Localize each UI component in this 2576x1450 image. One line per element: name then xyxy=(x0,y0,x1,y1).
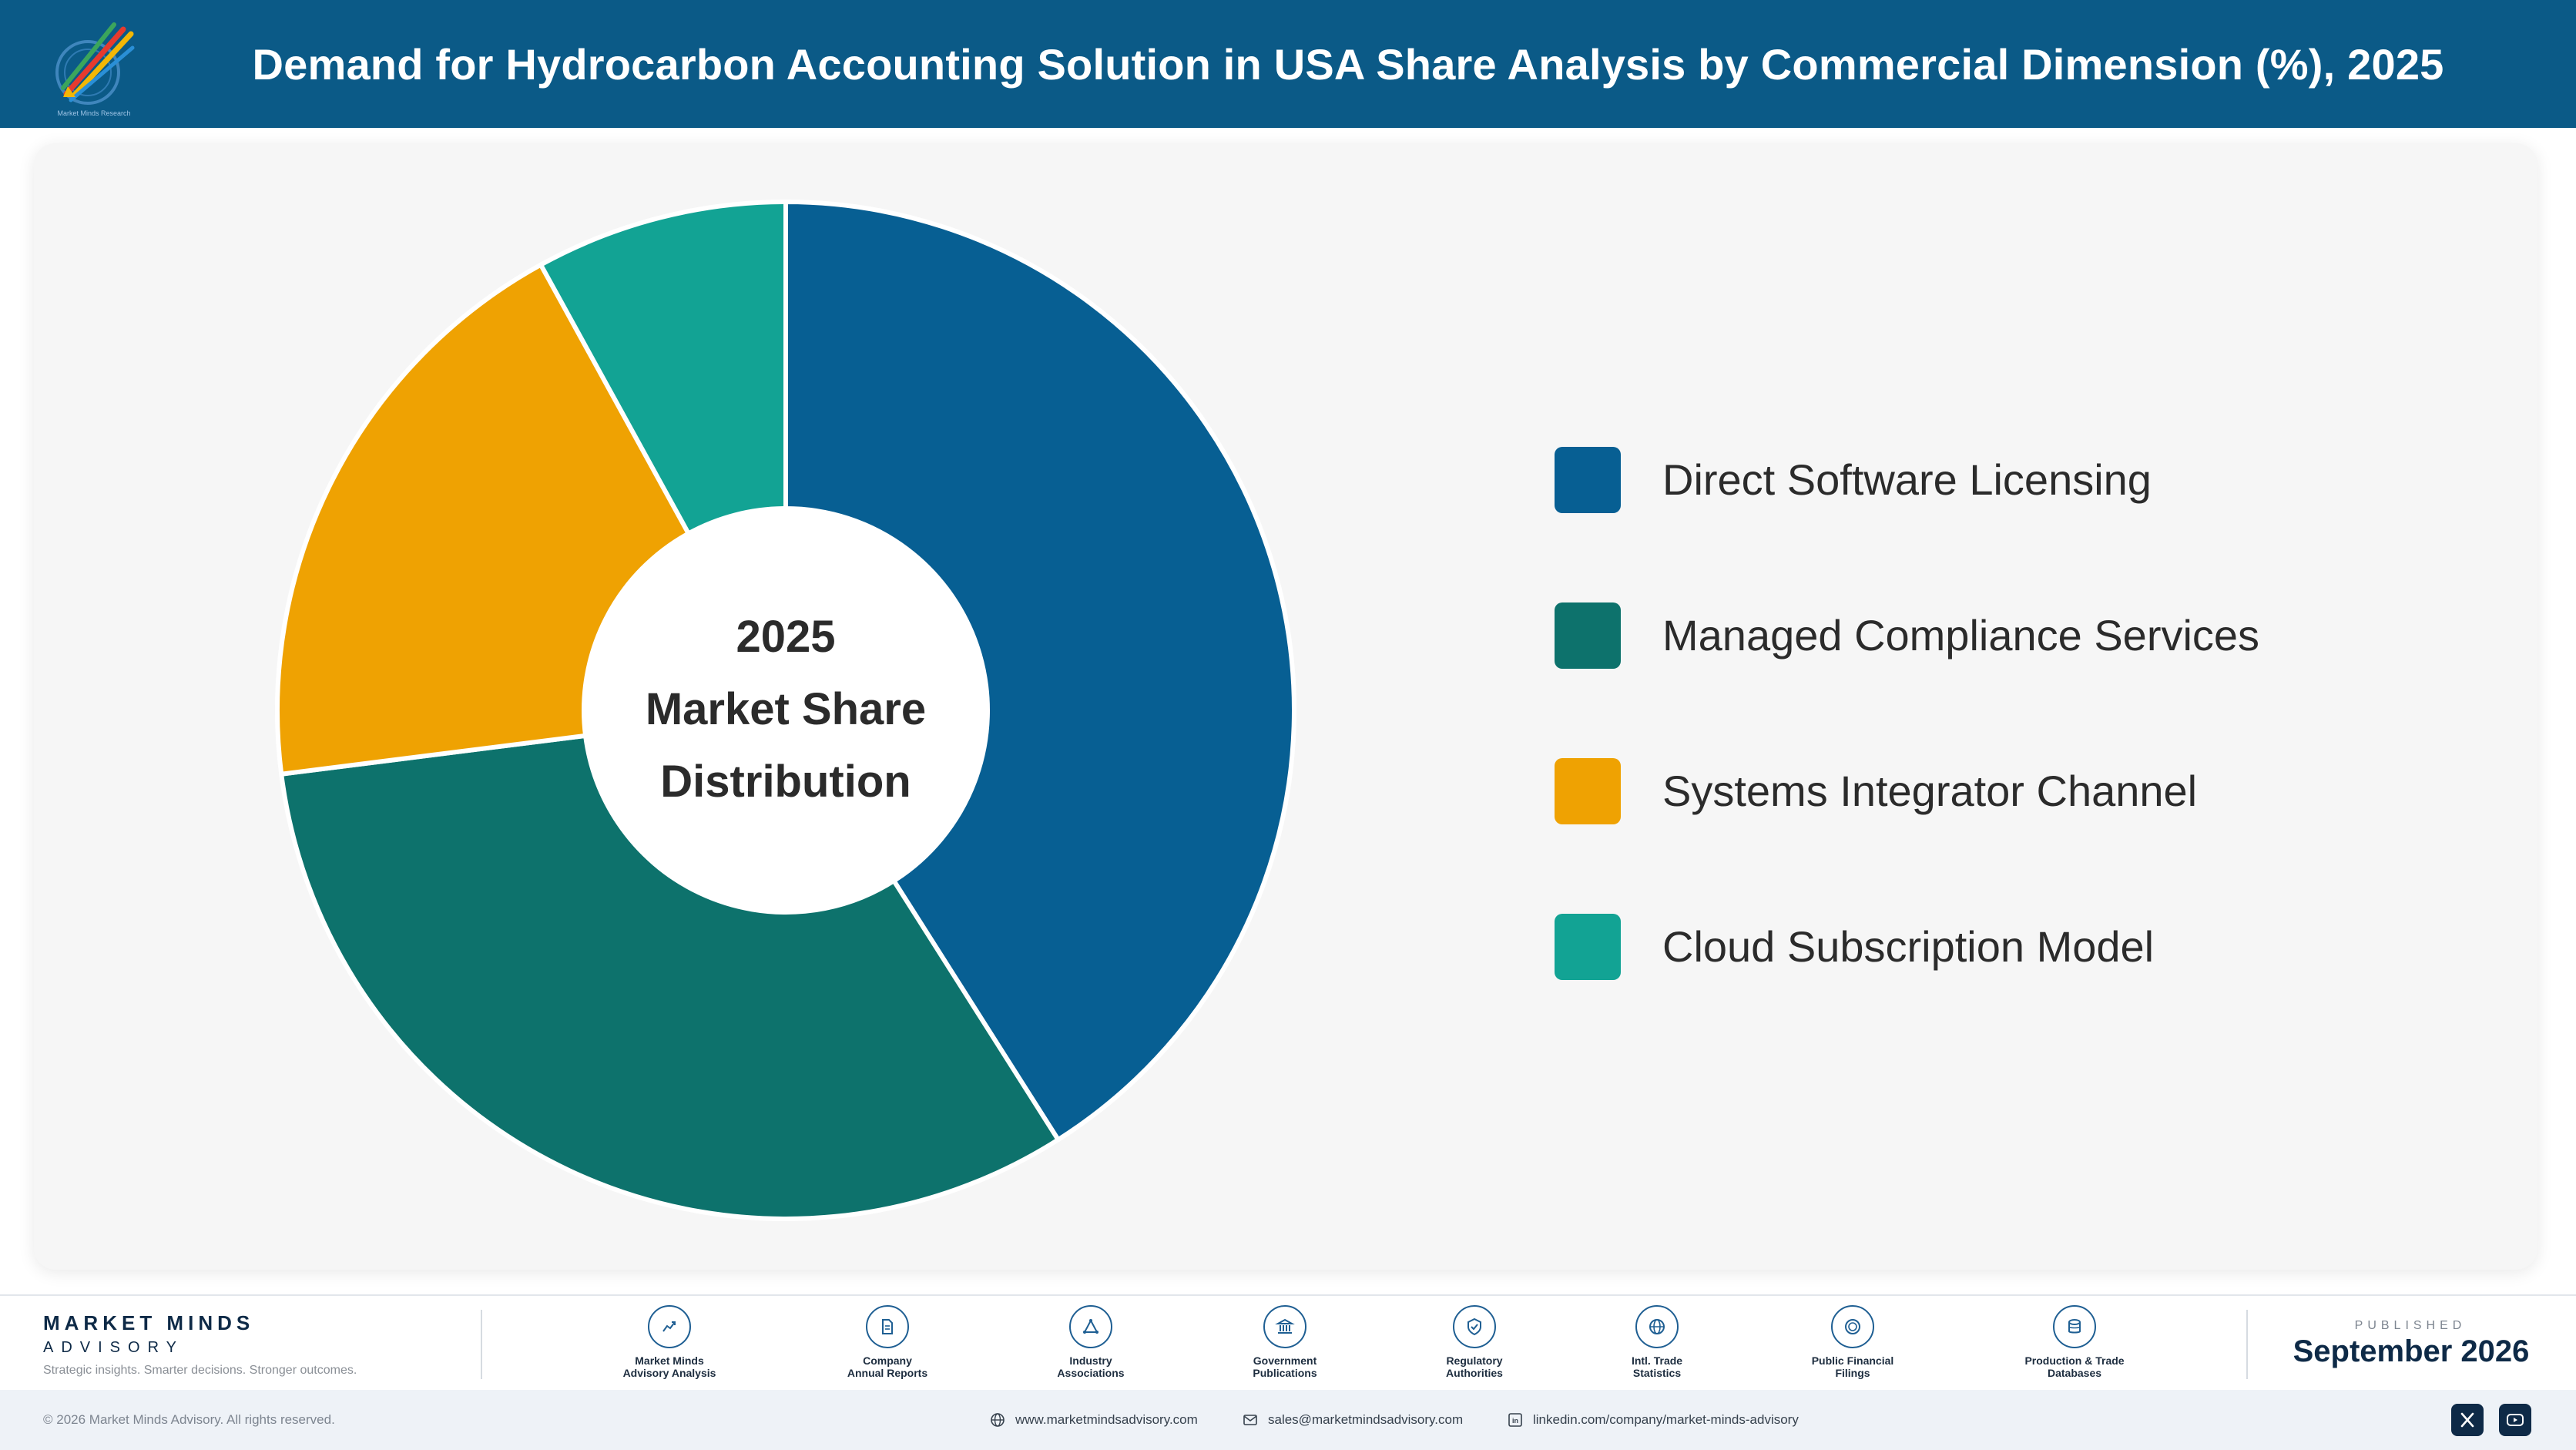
linkedin-icon: in xyxy=(1508,1413,1522,1427)
brand-subtitle: ADVISORY xyxy=(43,1339,184,1356)
source-label: Industry Associations xyxy=(1057,1354,1125,1379)
svg-text:in: in xyxy=(1512,1417,1518,1425)
legend-item-systems-integrator-channel: Systems Integrator Channel xyxy=(1555,757,2517,826)
source-item: Market Minds Advisory Analysis xyxy=(592,1305,746,1390)
source-item: Government Publications xyxy=(1208,1305,1362,1390)
bottom-bar: © 2026 Market Minds Advisory. All rights… xyxy=(0,1390,2576,1450)
legend-swatch xyxy=(1555,914,1621,980)
company-logo: Market Minds Research xyxy=(40,11,148,119)
source-item: Regulatory Authorities xyxy=(1397,1305,1551,1390)
network-icon xyxy=(1069,1305,1112,1348)
center-label-line: Distribution xyxy=(660,757,911,807)
source-item: Intl. Trade Statistics xyxy=(1580,1305,1734,1390)
legend-label: Managed Compliance Services xyxy=(1662,611,2260,660)
footer-divider xyxy=(2246,1310,2248,1379)
website-text[interactable]: www.marketmindsadvisory.com xyxy=(1015,1412,1198,1427)
legend-item-direct-software-licensing: Direct Software Licensing xyxy=(1555,445,2517,515)
source-item: Industry Associations xyxy=(1014,1305,1168,1390)
legend-swatch xyxy=(1555,602,1621,669)
mail-icon xyxy=(1243,1415,1257,1425)
source-item: Company Annual Reports xyxy=(810,1305,964,1390)
published-label: PUBLISHED xyxy=(2354,1319,2467,1332)
brand-tagline: Strategic insights. Smarter decisions. S… xyxy=(43,1364,357,1377)
svg-text:Market Minds Research: Market Minds Research xyxy=(57,109,130,117)
source-label: Company Annual Reports xyxy=(847,1354,928,1379)
source-item: Production & Trade Databases xyxy=(1997,1305,2152,1390)
legend-label: Systems Integrator Channel xyxy=(1662,767,2198,815)
linkedin-text[interactable]: linkedin.com/company/market-minds-adviso… xyxy=(1533,1412,1799,1427)
donut-chart: 2025 Market Share Distribution xyxy=(275,200,1296,1221)
email-text[interactable]: sales@marketmindsadvisory.com xyxy=(1268,1412,1464,1427)
linkedin-link[interactable]: in linkedin.com/company/market-minds-adv… xyxy=(1507,1390,1799,1450)
copyright-text: © 2026 Market Minds Advisory. All rights… xyxy=(43,1412,335,1427)
slice-managed-compliance-services xyxy=(279,733,1061,1221)
coin-icon xyxy=(1831,1305,1874,1348)
footer-divider xyxy=(481,1310,482,1379)
legend-item-cloud-subscription-model: Cloud Subscription Model xyxy=(1555,912,2517,982)
chart-card: 2025 Market Share Distribution Direct Soft… xyxy=(34,143,2537,1270)
legend-label: Cloud Subscription Model xyxy=(1662,922,2155,971)
legend-item-managed-compliance-services: Managed Compliance Services xyxy=(1555,601,2517,670)
website-link[interactable]: www.marketmindsadvisory.com xyxy=(989,1390,1198,1450)
page-title: Demand for Hydrocarbon Accounting Soluti… xyxy=(252,39,2444,89)
legend-label: Direct Software Licensing xyxy=(1662,455,2152,504)
x-social-button[interactable] xyxy=(2451,1404,2484,1436)
center-label-line: 2025 xyxy=(736,612,835,662)
legend-swatch xyxy=(1555,447,1621,513)
source-label: Regulatory Authorities xyxy=(1446,1354,1503,1379)
youtube-social-button[interactable] xyxy=(2499,1404,2531,1436)
published-date: September 2026 xyxy=(2293,1334,2530,1368)
email-link[interactable]: sales@marketmindsadvisory.com xyxy=(1242,1390,1463,1450)
globe-icon xyxy=(991,1413,1005,1427)
document-icon xyxy=(866,1305,909,1348)
shield-check-icon xyxy=(1453,1305,1496,1348)
source-label: Production & Trade Databases xyxy=(2024,1354,2125,1379)
brand-name: MARKET MINDS xyxy=(43,1311,255,1334)
footer-band: MARKET MINDS ADVISORY Strategic insights… xyxy=(0,1294,2576,1390)
source-label: Government Publications xyxy=(1253,1354,1317,1379)
source-label: Intl. Trade Statistics xyxy=(1631,1354,1683,1379)
header-bar: Market Minds Research Demand for Hydroca… xyxy=(0,0,2576,128)
source-label: Public Financial Filings xyxy=(1811,1354,1894,1379)
trend-chart-icon xyxy=(648,1305,691,1348)
legend-swatch xyxy=(1555,758,1621,824)
youtube-icon xyxy=(2507,1414,2524,1426)
source-item: Public Financial Filings xyxy=(1776,1305,1930,1390)
database-icon xyxy=(2053,1305,2096,1348)
building-icon xyxy=(1263,1305,1306,1348)
center-label-line: Market Share xyxy=(646,684,926,734)
source-label: Market Minds Advisory Analysis xyxy=(622,1354,716,1379)
donut-hole xyxy=(584,509,988,912)
x-logo-icon xyxy=(2460,1412,2474,1428)
globe-icon xyxy=(1635,1305,1679,1348)
